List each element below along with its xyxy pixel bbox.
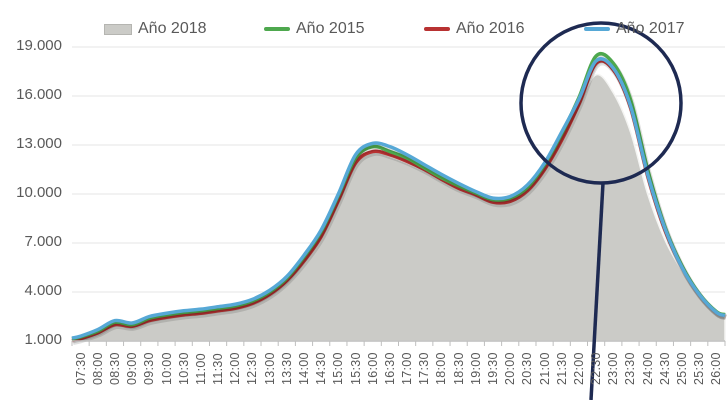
x-tick-label: 20:00 (503, 352, 518, 385)
legend-label: Año 2018 (138, 20, 207, 37)
area-swatch-icon (104, 23, 132, 35)
y-tick-label: 7.000 (24, 233, 62, 250)
x-tick-label: 11:00 (193, 353, 208, 385)
x-tick-label: 25:30 (692, 352, 707, 385)
x-tick-label: 19:30 (486, 352, 500, 385)
x-tick-label: 10:30 (176, 352, 191, 385)
x-tick-label: 26:00 (709, 352, 724, 385)
x-tick-label: 18:30 (451, 352, 466, 385)
area-series-2018 (71, 73, 726, 342)
x-tick-label: 23:30 (623, 352, 638, 385)
pointer-line (589, 182, 605, 400)
line-swatch-icon (584, 27, 610, 31)
legend-label: Año 2015 (296, 20, 365, 37)
x-tick-label: 10:00 (159, 352, 174, 385)
x-tick-label: 16:00 (365, 352, 380, 385)
area-2018 (71, 73, 726, 342)
x-tick-label: 24:30 (657, 352, 672, 385)
x-tick-label: 18:00 (434, 352, 449, 385)
x-tick-label: 08:00 (90, 352, 105, 385)
x-tick-label: 08:30 (107, 352, 122, 385)
x-tick-label: 15:00 (331, 352, 346, 385)
line-swatch-icon (264, 27, 290, 31)
x-tick-label: 19:00 (468, 352, 483, 385)
x-tick-label: 12:00 (228, 352, 243, 385)
x-tick-label: 09:00 (125, 352, 140, 385)
x-tick-label: 17:30 (417, 352, 432, 385)
x-tick-label: 13:30 (279, 352, 294, 385)
x-axis (71, 340, 726, 346)
x-tick-label: 24:00 (640, 352, 655, 385)
legend-item-2017: Año 2017 (584, 20, 685, 38)
x-tick-label: 14:30 (314, 352, 329, 385)
line-series (71, 51, 727, 345)
y-tick-label: 4.000 (24, 282, 62, 299)
legend-item-2015: Año 2015 (264, 20, 365, 38)
x-tick-label: 13:00 (262, 352, 277, 385)
y-tick-label: 16.000 (16, 86, 62, 103)
x-tick-label: 11:30 (211, 353, 226, 385)
x-tick-label: 16:30 (382, 352, 397, 385)
x-tick-label: 23:00 (606, 352, 621, 385)
y-tick-label: 10.000 (16, 184, 62, 201)
y-tick-label: 19.000 (16, 37, 62, 54)
x-tick-label: 25:00 (675, 352, 690, 385)
x-tick-label: 17:00 (400, 352, 415, 385)
legend-label: Año 2016 (456, 20, 525, 37)
x-tick-label: 21:00 (537, 352, 552, 385)
annotation (519, 21, 683, 400)
x-tick-label: 07:30 (73, 352, 88, 385)
legend-label: Año 2017 (616, 20, 685, 37)
legend: Año 2018 Año 2015 Año 2016 Año 2017 (0, 20, 728, 42)
x-tick-label: 22:30 (589, 352, 604, 385)
legend-item-2016: Año 2016 (424, 20, 525, 38)
x-tick-label: 09:30 (142, 352, 157, 385)
y-tick-label: 13.000 (16, 135, 62, 152)
y-tick-label: 1.000 (24, 331, 62, 348)
x-tick-label: 14:00 (296, 352, 311, 385)
x-tick-label: 22:00 (571, 352, 586, 385)
x-tick-label: 20:30 (520, 352, 535, 385)
x-tick-label: 21:30 (554, 352, 569, 385)
line-swatch-icon (424, 27, 450, 31)
x-tick-label: 15:30 (348, 352, 363, 385)
x-tick-label: 12:30 (245, 352, 260, 385)
legend-item-2018: Año 2018 (104, 20, 207, 38)
highlight-circle (519, 21, 683, 185)
line-año-2017 (71, 57, 726, 340)
